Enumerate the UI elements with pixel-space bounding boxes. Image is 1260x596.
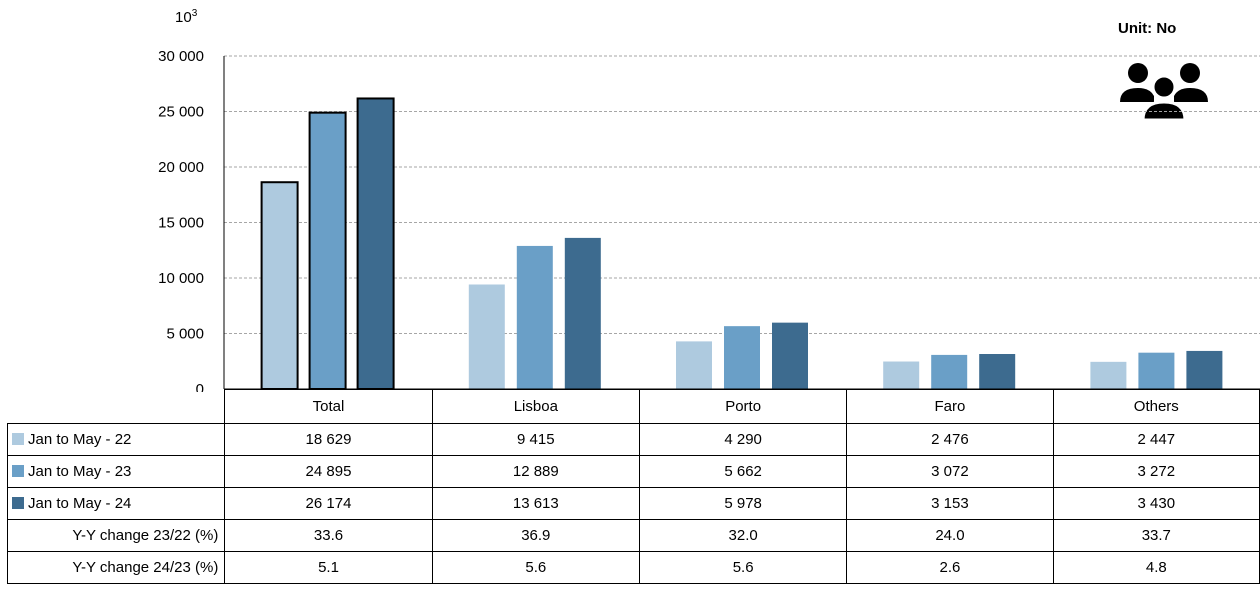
y-tick-label: 25 000 bbox=[158, 104, 204, 121]
column-header-others: Others bbox=[1052, 389, 1260, 424]
bar-porto-2 bbox=[772, 322, 808, 389]
y-tick-label: 5 000 bbox=[166, 326, 204, 343]
table-cell: 2.6 bbox=[846, 551, 1054, 584]
y-tick-label: 15 000 bbox=[158, 215, 204, 232]
row-label-yy-23-22: Y-Y change 23/22 (%) bbox=[6, 519, 226, 552]
table-header-row: Total Lisboa Porto Faro Others bbox=[7, 389, 1260, 424]
bar-total-1 bbox=[308, 111, 347, 390]
table-cell: 2 476 bbox=[846, 423, 1054, 456]
column-header-lisboa: Lisboa bbox=[431, 389, 640, 424]
table-row: Jan to May - 22 18 629 9 415 4 290 2 476… bbox=[6, 423, 1260, 456]
bar-lisboa-2 bbox=[564, 237, 601, 389]
table-cell: 26 174 bbox=[224, 487, 433, 520]
column-header-total: Total bbox=[224, 389, 433, 424]
bar-others-0 bbox=[1090, 361, 1127, 389]
bar-faro-0 bbox=[883, 361, 920, 389]
table-cell: 36.9 bbox=[431, 519, 640, 552]
table-cell: 12 889 bbox=[431, 455, 640, 488]
bar-chart: 0 5 000 10 000 15 000 20 000 25 000 30 000 bbox=[158, 48, 1260, 392]
table-corner bbox=[7, 389, 226, 424]
table-cell: 24 895 bbox=[224, 455, 433, 488]
y-tick-label: 10 000 bbox=[158, 270, 204, 287]
bar-total-0 bbox=[260, 181, 299, 390]
table-cell: 32.0 bbox=[638, 519, 848, 552]
table-cell: 4.8 bbox=[1052, 551, 1260, 584]
table-cell: 33.7 bbox=[1052, 519, 1260, 552]
unit-label: Unit: No bbox=[1118, 20, 1177, 37]
table-cell: 13 613 bbox=[431, 487, 640, 520]
table-cell: 5.6 bbox=[431, 551, 640, 584]
bar-faro-2 bbox=[979, 354, 1016, 389]
data-table: Total Lisboa Porto Faro Others Jan to Ma… bbox=[6, 389, 1260, 584]
table-cell: 5.6 bbox=[638, 551, 848, 584]
table-cell: 3 072 bbox=[846, 455, 1054, 488]
table-cell: 18 629 bbox=[224, 423, 433, 456]
table-row: Jan to May - 23 24 895 12 889 5 662 3 07… bbox=[6, 455, 1260, 488]
table-cell: 33.6 bbox=[224, 519, 433, 552]
bar-porto-1 bbox=[724, 326, 760, 389]
table-cell: 3 272 bbox=[1052, 455, 1260, 488]
y-tick-label: 20 000 bbox=[158, 159, 204, 176]
column-header-faro: Faro bbox=[846, 389, 1054, 424]
table-cell: 5 978 bbox=[638, 487, 848, 520]
bar-faro-1 bbox=[931, 354, 968, 389]
table-cell: 9 415 bbox=[431, 423, 640, 456]
y-tick-label: 0 bbox=[196, 381, 204, 392]
table-row: Y-Y change 24/23 (%) 5.1 5.6 5.6 2.6 4.8 bbox=[6, 551, 1260, 584]
y-tick-label: 30 000 bbox=[158, 48, 204, 65]
y-axis-multiplier: 103 bbox=[175, 8, 198, 26]
table-cell: 5 662 bbox=[638, 455, 848, 488]
legend-entry-24: Jan to May - 24 bbox=[6, 487, 226, 520]
table-cell: 4 290 bbox=[638, 423, 848, 456]
table-cell: 3 153 bbox=[846, 487, 1054, 520]
row-label-yy-24-23: Y-Y change 24/23 (%) bbox=[6, 551, 226, 584]
legend-entry-22: Jan to May - 22 bbox=[6, 423, 226, 456]
bar-lisboa-1 bbox=[516, 245, 553, 389]
table-row: Y-Y change 23/22 (%) 33.6 36.9 32.0 24.0… bbox=[6, 519, 1260, 552]
legend-swatch bbox=[12, 497, 24, 509]
table-cell: 2 447 bbox=[1052, 423, 1260, 456]
legend-swatch bbox=[12, 465, 24, 477]
column-header-porto: Porto bbox=[638, 389, 848, 424]
bar-others-1 bbox=[1138, 352, 1175, 389]
table-cell: 3 430 bbox=[1052, 487, 1260, 520]
table-cell: 24.0 bbox=[846, 519, 1054, 552]
legend-entry-23: Jan to May - 23 bbox=[6, 455, 226, 488]
bar-lisboa-0 bbox=[468, 284, 505, 389]
table-row: Jan to May - 24 26 174 13 613 5 978 3 15… bbox=[6, 487, 1260, 520]
legend-swatch bbox=[12, 433, 24, 445]
bar-porto-0 bbox=[676, 341, 712, 389]
table-cell: 5.1 bbox=[224, 551, 433, 584]
bar-total-2 bbox=[356, 97, 395, 390]
bar-others-2 bbox=[1186, 350, 1223, 389]
